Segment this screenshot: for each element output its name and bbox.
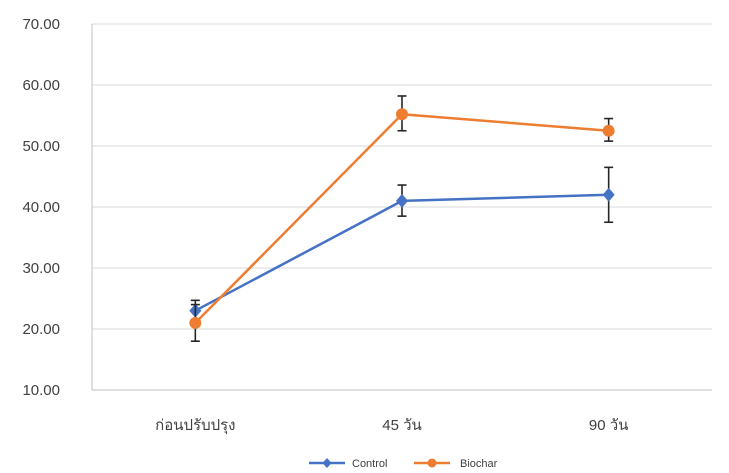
series-control	[189, 166, 615, 321]
data-point	[602, 124, 615, 137]
data-point	[602, 187, 615, 202]
x-tick-label: 90 วัน	[589, 417, 629, 434]
data-point	[396, 193, 408, 208]
legend: Control Biochar	[309, 458, 498, 470]
y-tick-label: 20.00	[22, 321, 60, 338]
series-biochar	[189, 95, 615, 343]
y-tick-label: 40.00	[22, 199, 60, 216]
y-tick-label: 10.00	[22, 382, 60, 399]
legend-marker	[427, 458, 437, 468]
y-tick-label: 30.00	[22, 260, 60, 277]
x-tick-label: 45 วัน	[382, 417, 422, 434]
legend-label: Biochar	[460, 458, 498, 470]
y-tick-label: 50.00	[22, 138, 60, 155]
y-tick-label: 60.00	[22, 77, 60, 94]
legend-label: Control	[352, 458, 387, 470]
y-tick-label: 70.00	[22, 16, 60, 33]
legend-item-control: Control	[309, 458, 387, 470]
legend-item-biochar: Biochar	[414, 458, 498, 470]
legend-marker	[322, 458, 332, 468]
x-tick-label: ก่อนปรับปรุง	[155, 417, 235, 435]
data-point	[396, 108, 408, 121]
data-point	[189, 316, 202, 329]
